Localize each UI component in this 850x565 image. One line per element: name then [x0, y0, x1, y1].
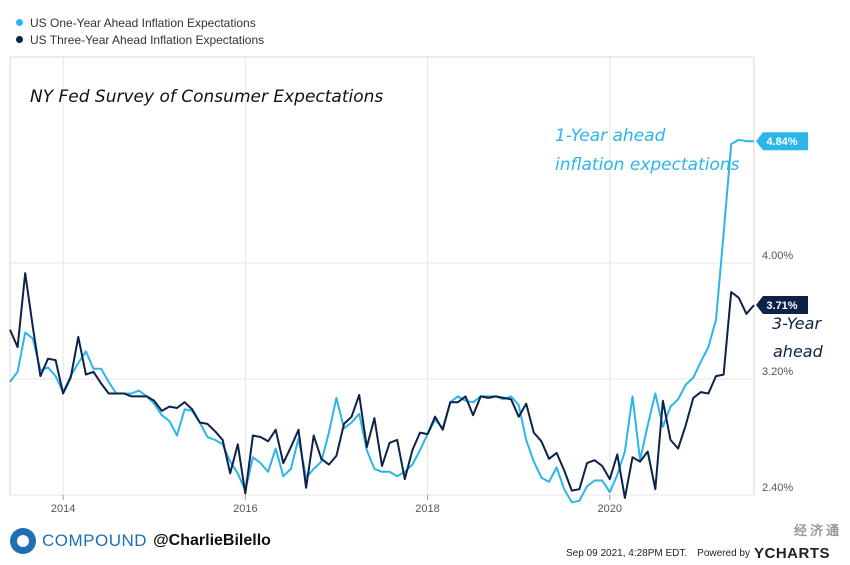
chart-annotation-title: NY Fed Survey of Consumer Expectations	[30, 87, 383, 107]
annotation-three-year-line2: ahead	[773, 342, 824, 361]
annotation-three-year-line1: 3-Year	[772, 314, 822, 333]
y-tick-label: 4.00%	[762, 250, 793, 262]
legend-item-one-year[interactable]: US One-Year Ahead Inflation Expectations	[16, 14, 264, 31]
series-line-three-year[interactable]	[9, 272, 755, 499]
compound-logo-icon	[10, 528, 36, 554]
footer-branding: COMPOUND @CharlieBilello	[10, 528, 271, 554]
powered-by-label: Powered by	[697, 548, 750, 559]
footer-source: Sep 09 2021, 4:28PM EDT. Powered by YCHA…	[566, 545, 830, 562]
legend-dot-icon	[16, 19, 23, 26]
end-label-value: 3.71%	[766, 300, 797, 312]
plot-area	[9, 56, 755, 496]
timestamp: Sep 09 2021, 4:28PM EDT.	[565, 548, 688, 559]
end-label-value: 4.84%	[766, 136, 797, 148]
x-tick-label: 2014	[51, 503, 75, 515]
y-tick-label: 3.20%	[762, 366, 793, 378]
end-label-three-year: 3.71%	[756, 296, 808, 315]
legend-label: US Three-Year Ahead Inflation Expectatio…	[30, 32, 265, 47]
brand-name: COMPOUND	[42, 531, 148, 550]
x-tick-label: 2020	[598, 503, 622, 515]
annotation-one-year-line1: 1-Year ahead	[555, 126, 666, 146]
legend-dot-icon	[16, 36, 23, 43]
end-label-flag	[756, 132, 808, 151]
y-tick-label: 2.40%	[762, 482, 793, 494]
legend-item-three-year[interactable]: US Three-Year Ahead Inflation Expectatio…	[16, 31, 264, 48]
annotation-one-year-line2: inflation expectations	[555, 155, 740, 175]
chart-legend: US One-Year Ahead Inflation Expectations…	[16, 14, 264, 48]
series-line-one-year[interactable]	[9, 138, 754, 504]
end-label-flag	[756, 296, 808, 315]
watermark: 经济通	[793, 523, 842, 538]
x-tick-label: 2016	[233, 503, 257, 515]
x-tick-label: 2018	[415, 503, 439, 515]
end-label-one-year: 4.84%	[756, 132, 808, 151]
twitter-handle[interactable]: @CharlieBilello	[153, 532, 271, 549]
ycharts-logo[interactable]: YCHARTS	[753, 545, 830, 562]
legend-label: US One-Year Ahead Inflation Expectations	[30, 15, 256, 30]
